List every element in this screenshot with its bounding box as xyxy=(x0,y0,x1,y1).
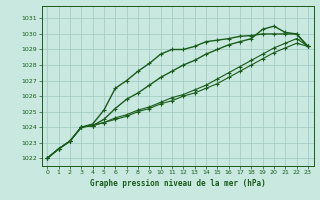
X-axis label: Graphe pression niveau de la mer (hPa): Graphe pression niveau de la mer (hPa) xyxy=(90,179,266,188)
